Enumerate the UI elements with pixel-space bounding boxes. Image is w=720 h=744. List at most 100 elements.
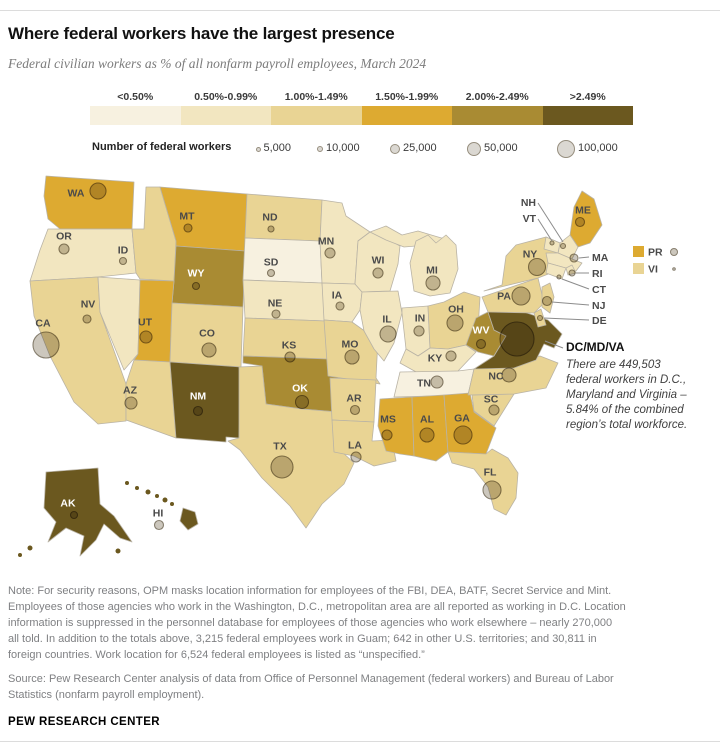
bubble-wi: [372, 267, 384, 279]
state-az: [125, 359, 177, 439]
us-map: WA OR CA NV ID MT WY UT CO AZ NM ND SD NE KS OK TX MN IA MO…: [18, 175, 678, 557]
territory-label-pr: PR: [648, 247, 663, 259]
bubble-ga: [453, 425, 473, 445]
state-label-ny: NY: [523, 249, 538, 261]
leader-line-ma: [578, 256, 590, 259]
territory-label-vi: VI: [648, 264, 658, 276]
state-sd: [242, 237, 323, 284]
labels-layer: WA OR CA NV ID MT WY UT CO AZ NM ND SD NE KS OK TX MN IA MO…: [35, 188, 590, 520]
callout-label-vt: VT: [523, 213, 537, 225]
bubble-or: [58, 243, 70, 255]
bubble-wv: [475, 338, 487, 350]
state-ky: [399, 344, 477, 374]
bubble-nd: [267, 225, 275, 233]
state-label-in: IN: [415, 313, 426, 325]
island-3: [115, 548, 121, 554]
annotation-body: There are 449,503 federal workers in D.C…: [566, 359, 688, 431]
state-label-nd: ND: [262, 212, 278, 224]
bubble-ct: [556, 274, 562, 280]
pew-wordmark: PEW RESEARCH CENTER: [8, 716, 161, 728]
bubbles-layer: [32, 182, 586, 531]
state-label-wv: WV: [473, 325, 490, 337]
state-wa: [43, 175, 135, 230]
legend-bin-label: 2.00%-2.49%: [465, 91, 529, 103]
bubble-co: [201, 342, 217, 358]
bubble-az: [124, 396, 138, 410]
bubble-ny: [527, 257, 547, 277]
territory-swatch-vi: [633, 263, 644, 274]
bubble-dcmdva: [499, 321, 535, 357]
island-2: [18, 553, 22, 557]
state-label-oh: OH: [448, 304, 464, 316]
footnote-text: Note: For security reasons, OPM masks lo…: [8, 585, 626, 661]
state-label-mt: MT: [179, 211, 195, 223]
bottom-divider: [0, 741, 720, 742]
state-label-il: IL: [382, 314, 392, 326]
island-5: [135, 486, 139, 490]
state-label-ak: AK: [60, 498, 76, 510]
legend-bin-5: 2.00%-2.49%: [452, 91, 543, 125]
leader-line-dcmdva: [544, 340, 564, 349]
territory-swatch-pr: [633, 246, 644, 257]
leader-line-vt: [537, 218, 553, 242]
legend-bin-swatch: [361, 106, 452, 125]
bubble-ks: [284, 351, 296, 363]
leader-line-nh: [537, 202, 564, 243]
state-label-tx: TX: [273, 441, 286, 453]
size-legend-circle: [317, 146, 323, 152]
source-text: Source: Pew Research Center analysis of …: [8, 673, 614, 701]
bubble-ut: [139, 330, 153, 344]
bubble-id: [118, 256, 128, 266]
state-label-wy: WY: [188, 268, 205, 280]
callouts-layer: NH VT MA RI CT NJ DE PR VI: [521, 197, 678, 349]
bubble-ky: [445, 350, 457, 362]
bubble-ri: [568, 269, 576, 277]
size-legend-label: 100,000: [578, 142, 618, 154]
bubble-al: [419, 427, 435, 443]
state-label-ok: OK: [292, 383, 308, 395]
state-label-nc: NC: [488, 371, 504, 383]
territory-bubble-vi: [672, 267, 676, 271]
territory-bubble-pr: [670, 248, 678, 256]
state-label-mi: MI: [426, 265, 438, 277]
legend-bin-2: 0.50%-0.99%: [180, 91, 271, 125]
top-divider: [0, 10, 720, 11]
bubble-de: [536, 314, 544, 322]
state-label-ne: NE: [268, 298, 283, 310]
state-label-hi: HI: [153, 508, 164, 520]
bubble-mn: [324, 247, 336, 259]
state-ne: [242, 279, 327, 322]
bubble-nm: [192, 405, 204, 417]
states-layer: [18, 175, 603, 557]
bubble-il: [379, 325, 397, 343]
legend-bin-swatch: [271, 106, 362, 125]
state-label-la: LA: [348, 440, 362, 452]
state-label-nm: NM: [190, 391, 207, 403]
island-1: [27, 545, 33, 551]
bubble-sd: [266, 268, 276, 278]
bubble-vt: [549, 240, 555, 246]
bubble-me: [574, 216, 586, 228]
state-label-al: AL: [420, 414, 435, 426]
size-legend-label: 5,000: [263, 142, 292, 154]
state-me: [569, 190, 603, 248]
legend-bin-swatch: [90, 106, 181, 125]
state-label-az: AZ: [123, 385, 138, 397]
state-label-id: ID: [118, 245, 129, 257]
state-ak: [43, 467, 133, 557]
bubble-ms: [381, 429, 393, 441]
size-legend-circle: [557, 140, 575, 158]
island-6: [145, 489, 151, 495]
bubble-size-legend: Number of federal workers 5,000 10,000 25,…: [0, 136, 720, 160]
bubble-ak: [69, 510, 79, 520]
state-label-sd: SD: [264, 257, 279, 269]
state-label-ar: AR: [346, 393, 362, 405]
state-label-ga: GA: [454, 413, 470, 425]
legend-bin-3: 1.00%-1.49%: [271, 91, 362, 125]
bubble-ia: [335, 301, 345, 311]
state-label-co: CO: [199, 328, 215, 340]
legend-bin-swatch: [452, 106, 543, 125]
island-9: [170, 502, 174, 506]
legend-bin-label: 1.50%-1.99%: [375, 91, 439, 103]
state-nd: [244, 193, 323, 242]
